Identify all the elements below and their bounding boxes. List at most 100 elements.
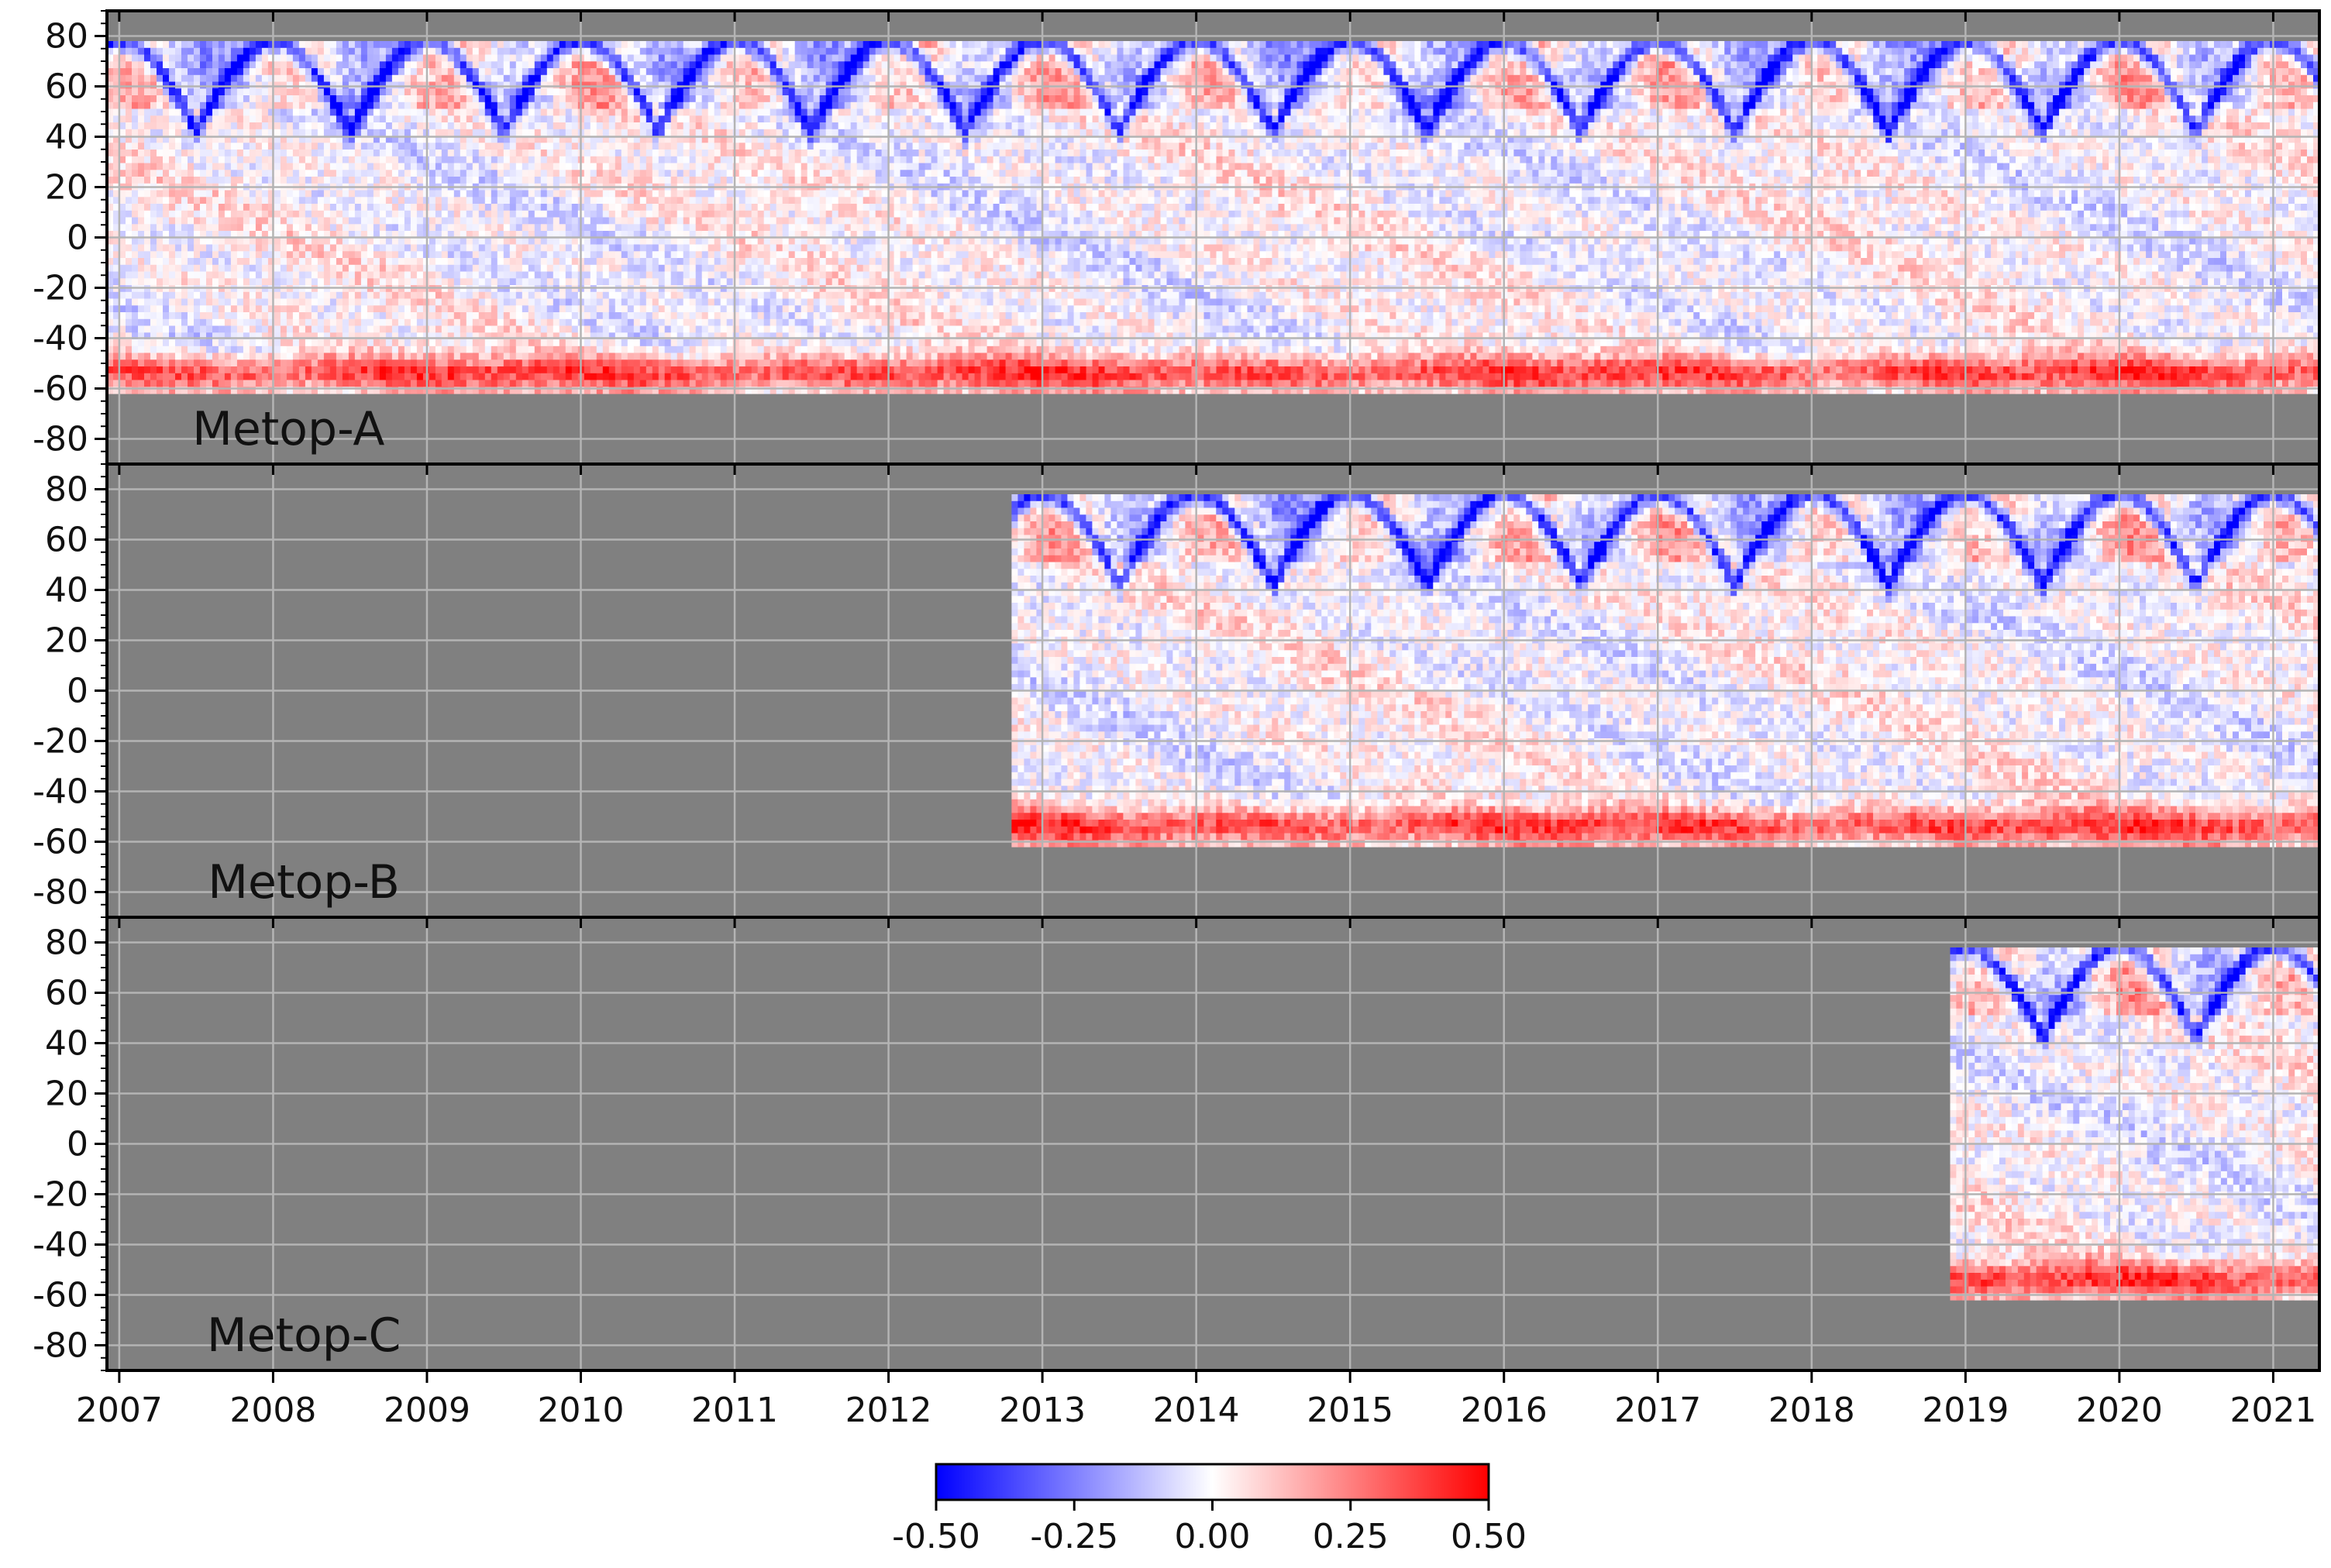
heatmap-cell <box>478 298 486 306</box>
heatmap-cell <box>528 231 535 239</box>
heatmap-cell <box>236 150 244 157</box>
heatmap-cell <box>472 258 480 266</box>
heatmap-cell <box>652 177 659 184</box>
heatmap-cell <box>646 332 653 340</box>
heatmap-cell <box>354 197 362 205</box>
heatmap-cell <box>528 264 535 273</box>
heatmap-cell <box>305 373 312 381</box>
heatmap-cell <box>280 387 288 394</box>
heatmap-cell <box>466 101 473 110</box>
heatmap-cell <box>435 115 442 123</box>
heatmap-cell <box>398 177 405 184</box>
heatmap-cell <box>509 204 517 211</box>
heatmap-cell <box>267 339 275 347</box>
heatmap-cell <box>683 81 690 89</box>
heatmap-cell <box>194 318 201 327</box>
heatmap-cell <box>664 231 672 239</box>
heatmap-cell <box>391 387 399 394</box>
heatmap-cell <box>416 373 424 381</box>
heatmap-cell <box>360 68 368 76</box>
heatmap-cell <box>311 305 318 313</box>
heatmap-cell <box>621 129 628 137</box>
heatmap-cell <box>249 244 257 252</box>
heatmap-cell <box>379 177 387 184</box>
heatmap-cell <box>540 74 548 83</box>
heatmap-cell <box>311 190 318 198</box>
heatmap-cell <box>559 231 566 239</box>
heatmap-cell <box>615 278 622 286</box>
heatmap-cell <box>267 101 275 110</box>
heatmap-cell <box>497 197 504 205</box>
heatmap-cell <box>639 305 647 313</box>
heatmap-cell <box>410 312 418 320</box>
heatmap-cell <box>175 318 182 327</box>
heatmap-cell <box>429 136 436 143</box>
heatmap-cell <box>113 291 120 300</box>
heatmap-cell <box>534 143 542 150</box>
heatmap-cell <box>633 325 641 333</box>
heatmap-cell <box>150 170 157 177</box>
heatmap-cell <box>286 244 294 252</box>
heatmap-cell <box>689 129 697 137</box>
heatmap-cell <box>169 74 176 83</box>
heatmap-cell <box>701 54 709 62</box>
heatmap-cell <box>274 47 281 56</box>
heatmap-cell <box>311 170 318 177</box>
heatmap-cell <box>664 170 672 177</box>
heatmap-cell <box>404 115 411 123</box>
heatmap-cell <box>571 108 579 116</box>
heatmap-cell <box>484 61 492 69</box>
heatmap-cell <box>627 68 635 76</box>
heatmap-cell <box>602 210 610 218</box>
heatmap-cell <box>360 359 368 367</box>
heatmap-cell <box>646 41 653 49</box>
heatmap-cell <box>453 231 461 239</box>
heatmap-cell <box>553 366 560 374</box>
heatmap-cell <box>484 264 492 273</box>
heatmap-cell <box>323 244 331 252</box>
heatmap-cell <box>329 346 337 354</box>
heatmap-cell <box>236 163 244 170</box>
heatmap-cell <box>484 244 492 252</box>
heatmap-cell <box>503 231 511 239</box>
heatmap-cell <box>441 271 449 279</box>
heatmap-cell <box>138 339 145 347</box>
heatmap-cell <box>677 115 684 123</box>
heatmap-cell <box>243 217 250 225</box>
heatmap-cell <box>664 318 672 327</box>
heatmap-cell <box>286 88 294 96</box>
heatmap-cell <box>453 278 461 286</box>
heatmap-cell <box>627 352 635 360</box>
heatmap-cell <box>267 271 275 279</box>
heatmap-cell <box>107 258 114 266</box>
heatmap-cell <box>194 258 201 266</box>
heatmap-cell <box>218 264 226 273</box>
heatmap-cell <box>608 325 616 333</box>
heatmap-cell <box>670 339 678 347</box>
heatmap-cell <box>274 74 281 83</box>
heatmap-cell <box>274 190 281 198</box>
heatmap-cell <box>218 258 226 266</box>
heatmap-cell <box>590 156 597 164</box>
heatmap-cell <box>181 54 188 62</box>
heatmap-cell <box>441 129 449 137</box>
heatmap-cell <box>534 108 542 116</box>
heatmap-cell <box>323 278 331 286</box>
heatmap-cell <box>218 346 226 354</box>
heatmap-cell <box>138 41 145 49</box>
heatmap-cell <box>175 244 182 252</box>
heatmap-cell <box>236 231 244 239</box>
heatmap-cell <box>404 68 411 76</box>
heatmap-cell <box>596 339 604 347</box>
heatmap-cell <box>200 237 207 246</box>
heatmap-cell <box>107 115 114 123</box>
heatmap-cell <box>398 264 405 273</box>
heatmap-cell <box>224 380 232 387</box>
heatmap-cell <box>522 150 529 157</box>
heatmap-cell <box>398 101 405 110</box>
heatmap-cell <box>633 352 641 360</box>
heatmap-cell <box>466 359 473 367</box>
heatmap-cell <box>360 108 368 116</box>
heatmap-cell <box>255 339 263 347</box>
heatmap-cell <box>367 352 374 360</box>
